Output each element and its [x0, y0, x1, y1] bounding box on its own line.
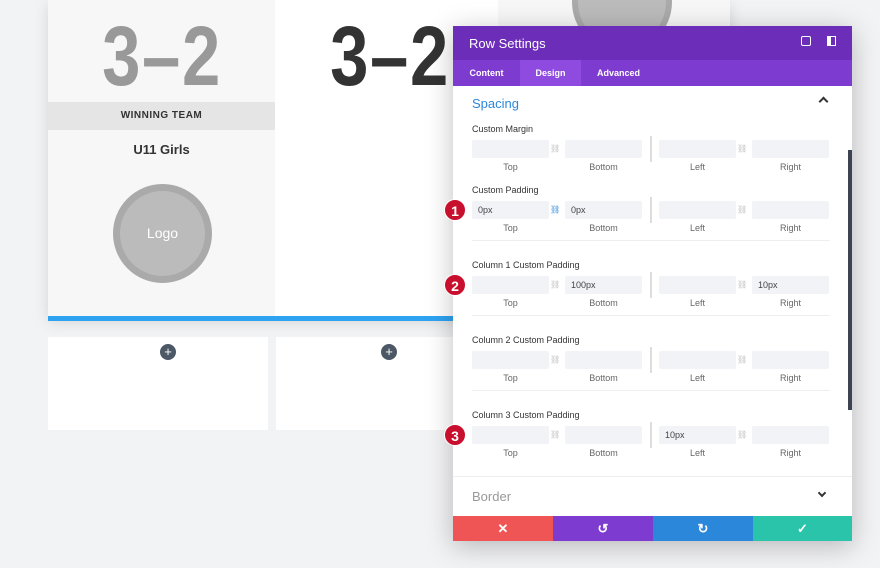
side-label: Top — [503, 223, 518, 233]
link-icon[interactable]: ⛓ — [737, 205, 748, 214]
expand-icon[interactable] — [817, 488, 827, 498]
side-label: Right — [779, 373, 801, 383]
field-label: Custom Margin — [472, 124, 534, 134]
tab[interactable]: Design — [520, 60, 581, 86]
link-icon[interactable]: ⛓ — [550, 144, 561, 153]
side-label: Right — [779, 162, 801, 172]
padding-input[interactable] — [565, 426, 642, 444]
padding-input[interactable] — [565, 140, 642, 158]
side-label: Top — [503, 298, 518, 308]
side-label: Bottom — [589, 298, 618, 308]
link-icon[interactable]: ⛓ — [737, 280, 748, 289]
padding-input[interactable] — [659, 276, 736, 294]
padding-input[interactable]: 0px — [565, 201, 642, 219]
tab-bar — [453, 60, 852, 86]
field-label: Column 2 Custom Padding — [472, 335, 580, 345]
divider — [650, 197, 652, 223]
field-label: Custom Padding — [472, 185, 539, 195]
panel-header — [453, 26, 852, 60]
team-name: U11 Girls — [133, 142, 190, 157]
redo-button[interactable]: ↻ — [653, 516, 753, 541]
score: 3–2 — [330, 9, 450, 103]
padding-input[interactable] — [752, 351, 829, 369]
padding-input[interactable] — [472, 426, 549, 444]
side-label: Left — [689, 373, 705, 383]
expand-icon[interactable] — [801, 36, 811, 46]
logo: Logo — [113, 184, 212, 283]
empty-column — [48, 337, 268, 430]
field-label: Column 3 Custom Padding — [472, 410, 580, 420]
tab[interactable]: Content — [469, 68, 504, 78]
divider — [650, 422, 652, 448]
cancel-button[interactable]: ✕ — [453, 516, 553, 541]
padding-input[interactable]: 10px — [752, 276, 829, 294]
step-marker: 3 — [444, 424, 466, 446]
padding-input[interactable] — [472, 351, 549, 369]
side-label: Bottom — [589, 223, 618, 233]
step-marker: 2 — [444, 274, 466, 296]
panel-title: Row Settings — [469, 36, 546, 51]
padding-input[interactable] — [659, 140, 736, 158]
side-label: Right — [779, 448, 801, 458]
step-marker: 1 — [444, 199, 466, 221]
link-icon[interactable]: ⛓ — [550, 430, 561, 439]
side-label: Top — [503, 448, 518, 458]
divider — [650, 347, 652, 373]
separator — [472, 315, 830, 316]
add-module-button[interactable]: + — [160, 344, 176, 360]
divider — [650, 272, 652, 298]
padding-input[interactable] — [472, 276, 549, 294]
side-label: Right — [779, 298, 801, 308]
padding-input[interactable] — [752, 201, 829, 219]
padding-input[interactable]: 0px — [472, 201, 549, 219]
tab[interactable]: Advanced — [596, 68, 640, 78]
side-label: Bottom — [589, 373, 618, 383]
side-label: Top — [503, 373, 518, 383]
separator — [472, 240, 830, 241]
settings-panel: Row Settings Spacing Border ✕ ↺ ↻ ✓ Cont… — [444, 26, 852, 541]
divider — [650, 136, 652, 162]
save-button[interactable]: ✓ — [753, 516, 852, 541]
side-label: Left — [689, 448, 705, 458]
separator — [453, 476, 852, 477]
link-icon[interactable]: ⛓ — [737, 355, 748, 364]
padding-input[interactable]: 100px — [565, 276, 642, 294]
side-label: Right — [779, 223, 801, 233]
dock-icon[interactable] — [827, 36, 836, 46]
section-title[interactable]: Spacing — [472, 96, 519, 111]
side-label: Top — [503, 162, 518, 172]
link-icon[interactable]: ⛓ — [550, 205, 561, 214]
side-label: Bottom — [589, 162, 618, 172]
padding-input[interactable] — [752, 426, 829, 444]
link-icon[interactable]: ⛓ — [737, 430, 748, 439]
section-title[interactable]: Border — [472, 489, 512, 504]
link-icon[interactable]: ⛓ — [550, 280, 561, 289]
collapse-icon[interactable] — [818, 96, 829, 107]
side-label: Left — [689, 298, 705, 308]
padding-input[interactable] — [565, 351, 642, 369]
padding-input[interactable] — [659, 351, 736, 369]
padding-input[interactable] — [472, 140, 549, 158]
undo-button[interactable]: ↺ — [553, 516, 653, 541]
separator — [472, 390, 830, 391]
row-bottom-bar — [48, 316, 730, 321]
padding-input[interactable] — [659, 201, 736, 219]
score: 3–2 — [102, 9, 222, 103]
add-module-button[interactable]: + — [381, 344, 397, 360]
side-label: Bottom — [589, 448, 618, 458]
padding-input[interactable]: 10px — [659, 426, 736, 444]
link-icon[interactable]: ⛓ — [550, 355, 561, 364]
field-label: Column 1 Custom Padding — [472, 260, 580, 270]
link-icon[interactable]: ⛓ — [737, 144, 748, 153]
side-label: Left — [689, 223, 705, 233]
scrollbar — [848, 150, 852, 410]
side-label: Left — [689, 162, 705, 172]
team-label: WINNING TEAM — [48, 102, 275, 130]
padding-input[interactable] — [752, 140, 829, 158]
